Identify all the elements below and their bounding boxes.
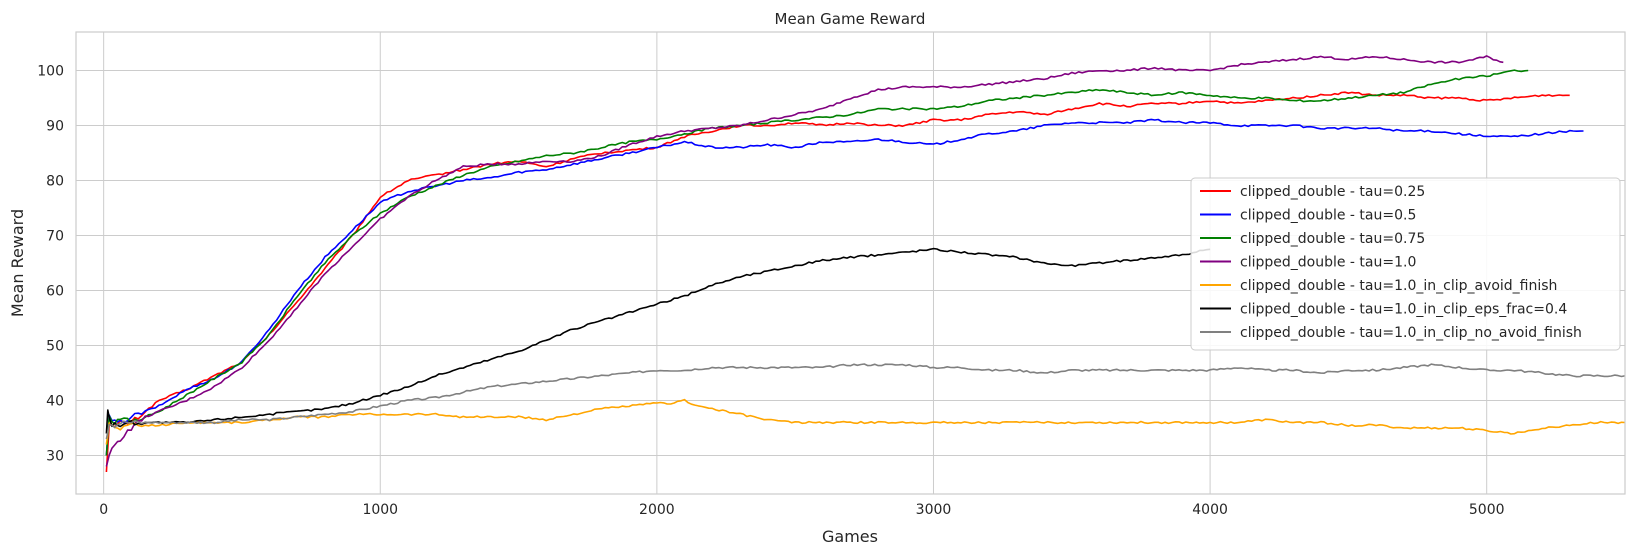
y-tick-label: 30 [46,449,64,465]
chart-title: Mean Game Reward [775,10,926,28]
legend-label: clipped_double - tau=1.0 [1240,255,1416,271]
x-tick-label: 2000 [639,502,675,518]
y-axis-label: Mean Reward [8,209,27,317]
x-tick-label: 5000 [1469,502,1505,518]
y-tick-label: 60 [46,284,64,300]
series-line-7 [105,363,1625,440]
y-tick-label: 90 [46,119,64,135]
legend-label: clipped_double - tau=0.5 [1240,208,1416,224]
series-group [105,55,1625,473]
y-tick-label: 100 [37,64,64,80]
legend-label: clipped_double - tau=1.0_in_clip_eps_fra… [1240,302,1567,318]
x-tick-label: 3000 [916,502,952,518]
y-tick-label: 80 [46,174,64,190]
y-tick-label: 70 [46,229,64,245]
legend-label: clipped_double - tau=1.0_in_clip_avoid_f… [1240,278,1557,294]
series-line-6 [105,247,1211,434]
legend-label: clipped_double - tau=0.25 [1240,184,1425,200]
legend-label: clipped_double - tau=1.0_in_clip_no_avoi… [1240,325,1582,341]
legend-label: clipped_double - tau=0.75 [1240,231,1425,247]
series-line-5 [105,398,1625,445]
legend-box [1190,177,1621,351]
series-line-4 [105,55,1504,467]
x-tick-label: 0 [99,502,108,518]
series-line-3 [105,69,1529,456]
y-tick-label: 40 [46,394,64,410]
tick-labels: 0 1000 2000 3000 4000 5000 30 40 50 60 70 80 90 100 [37,64,1504,519]
x-tick-label: 1000 [362,502,398,518]
y-tick-label: 50 [46,339,64,355]
plot-frame [75,31,1626,495]
series-line-2 [105,118,1584,456]
x-axis-label: Games [822,527,878,546]
x-tick-label: 4000 [1192,502,1228,518]
legend: clipped_double - tau=0.25 clipped_double … [1190,177,1621,351]
